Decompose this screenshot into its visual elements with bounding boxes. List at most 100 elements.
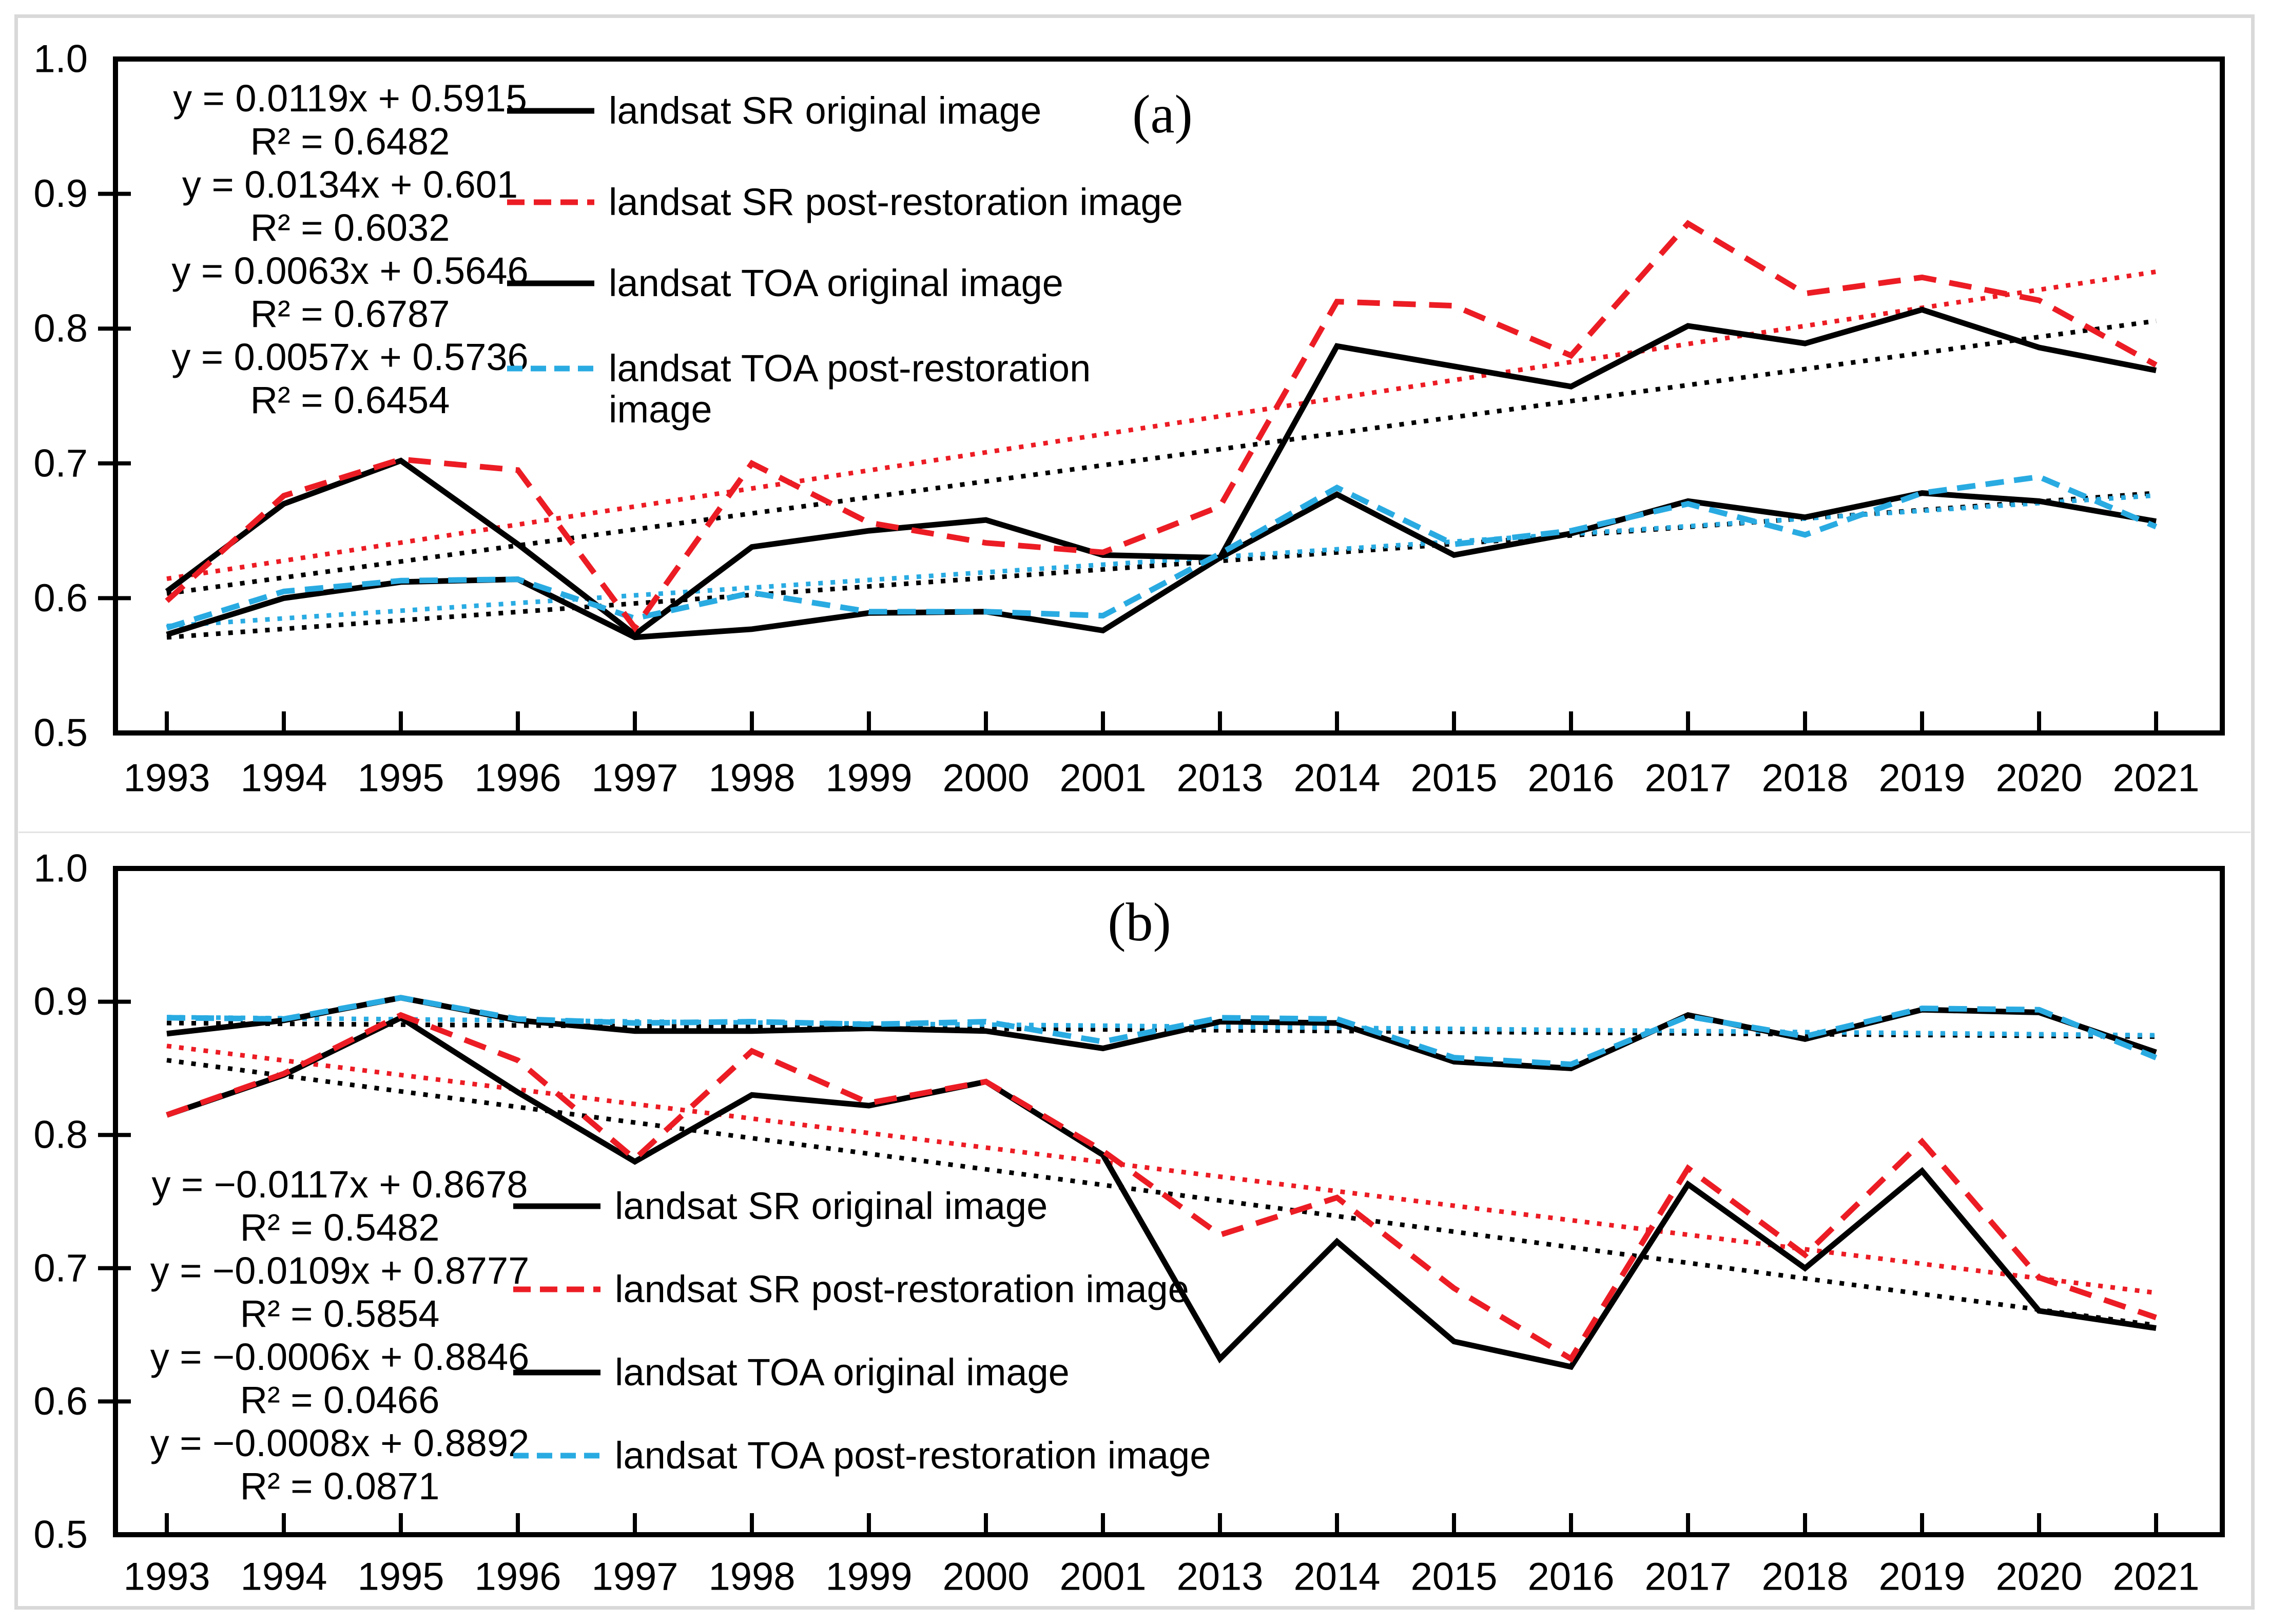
legend-line-sample [513,1286,600,1292]
y-axis-tick-label: 0.7 [33,1246,88,1290]
x-axis-tick-label: 1997 [591,1555,678,1599]
x-axis-tick-label: 2001 [1059,757,1146,800]
y-axis-tick-label: 1.0 [33,37,88,81]
legend-line-sample [513,1369,600,1376]
x-axis-tick-label: 2020 [1995,757,2082,800]
regression-equation: y = 0.0057x + 0.5736 [171,336,529,378]
x-axis-tick-label: 2015 [1410,757,1497,800]
x-axis-tick-label: 2015 [1410,1555,1497,1599]
legend-line-sample [507,365,594,372]
x-axis-tick-label: 1998 [708,757,795,800]
y-axis-tick-label: 0.5 [33,1513,88,1557]
y-axis-tick-label: 0.9 [33,980,88,1023]
x-axis-tick-label: 2021 [2112,1555,2199,1599]
legend-line-sample [513,1453,600,1459]
legend-item-label: landsat SR post-restoration image [609,181,1183,223]
x-axis-tick-label: 1994 [240,757,327,800]
legend-item-label: landsat TOA post-restoration image [615,1434,1211,1477]
series-line-landsat-TOA-original-image [166,490,2157,641]
regression-equation: y = 0.0063x + 0.5646 [171,249,529,292]
x-axis-tick-label: 1999 [825,757,912,800]
legend-item-landsat-SR-post-restoration-image: landsat SR post-restoration image [507,182,1183,223]
x-axis-tick-label: 2016 [1527,757,1614,800]
regression-r2: R² = 0.5854 [240,1292,440,1335]
regression-r2: R² = 0.6454 [250,379,450,421]
x-axis-tick-label: 1993 [123,1555,210,1599]
regression-equation: y = −0.0008x + 0.8892 [150,1422,530,1464]
regression-r2: R² = 0.0466 [240,1379,440,1421]
x-axis-tick-label: 2021 [2112,757,2199,800]
x-axis-tick-label: 2019 [1878,1555,1965,1599]
legend-item-landsat-TOA-post-restoration-image: landsat TOA post-restoration image [513,1435,1211,1476]
x-axis-tick-label: 2017 [1644,1555,1731,1599]
legend-item-landsat-TOA-original-image: landsat TOA original image [513,1352,1070,1393]
series-line-landsat-TOA-post-restoration-image [166,474,2158,631]
x-axis-tick-label: 2019 [1878,757,1965,800]
y-axis-tick-label: 0.5 [33,711,88,755]
y-axis-tick-label: 0.7 [33,441,88,485]
plot-box-b [113,866,2225,1537]
regression-equation: y = −0.0109x + 0.8777 [150,1249,530,1292]
equations-panel-a: y = 0.0119x + 0.5915 R² = 0.6482 y = 0.013… [150,77,550,422]
series-line-landsat-SR-original-image [166,1014,2157,1370]
regression-r2: R² = 0.6787 [250,293,450,335]
regression-equation: y = −0.0006x + 0.8846 [150,1336,530,1378]
series-line-landsat-SR-original-image [165,306,2157,639]
x-axis-tick-label: 2016 [1527,1555,1614,1599]
regression-r2: R² = 0.6032 [250,206,450,249]
legend-item-landsat-TOA-original-image: landsat TOA original image [507,263,1063,304]
legend-item-label: landsat TOA original image [615,1351,1070,1394]
panel-b-trendline-0 [166,1058,2157,1328]
legend-item-label: landsat TOA original image [609,262,1063,304]
legend-line-sample [513,1203,600,1209]
panel-a-label: (a) [1132,84,1193,144]
plot-box-a [113,56,2225,736]
legend-item-label: landsat TOA post-restoration image [609,347,1091,431]
x-axis-tick-label: 1998 [708,1555,795,1599]
x-axis-tick-label: 2020 [1995,1555,2082,1599]
legend-item-landsat-SR-post-restoration-image: landsat SR post-restoration image [513,1269,1189,1310]
panel-b-label: (b) [1108,892,1171,952]
x-axis-tick-label: 1994 [240,1555,327,1599]
legend-item-label: landsat SR original image [609,89,1042,132]
x-axis-tick-label: 2018 [1761,1555,1848,1599]
x-axis-tick-label: 2014 [1293,757,1380,800]
x-axis-tick-label: 2017 [1644,757,1731,800]
panel-b-trendline-1 [166,1043,2157,1296]
y-axis-tick-label: 0.8 [33,1113,88,1157]
regression-r2: R² = 0.6482 [250,120,450,163]
legend-item-landsat-SR-original-image: landsat SR original image [513,1186,1048,1227]
x-axis-tick-label: 2014 [1293,1555,1380,1599]
y-axis-tick-label: 0.6 [33,576,88,620]
equations-panel-b: y = −0.0117x + 0.8678 R² = 0.5482 y = −0.0… [140,1163,540,1508]
x-axis-tick-label: 1995 [357,757,444,800]
x-axis-tick-label: 2013 [1176,757,1263,800]
x-axis-tick-label: 1993 [123,757,210,800]
legend-line-sample [507,280,594,286]
x-axis-tick-label: 1995 [357,1555,444,1599]
legend-line-sample [507,108,594,114]
panel-divider [18,832,2251,833]
legend-item-label: landsat SR post-restoration image [615,1268,1189,1310]
x-axis-tick-label: 1996 [474,757,561,800]
legend-item-landsat-SR-original-image: landsat SR original image [507,90,1041,131]
x-axis-tick-label: 2001 [1059,1555,1146,1599]
x-axis-tick-label: 1996 [474,1555,561,1599]
regression-equation: y = 0.0119x + 0.5915 [173,77,527,120]
y-axis-tick-label: 0.6 [33,1380,88,1423]
series-line-landsat-SR-post-restoration-image [165,220,2158,633]
y-axis-tick-label: 1.0 [33,847,88,891]
legend-item-landsat-TOA-post-restoration-image: landsat TOA post-restoration image [507,348,1091,430]
series-line-landsat-TOA-post-restoration-image [166,995,2158,1068]
regression-equation: y = −0.0117x + 0.8678 [151,1163,528,1206]
y-axis-tick-label: 0.8 [33,307,88,351]
regression-r2: R² = 0.0871 [240,1465,440,1507]
regression-equation: y = 0.0134x + 0.601 [182,163,518,206]
series-line-landsat-SR-post-restoration-image [166,1012,2157,1363]
x-axis-tick-label: 1999 [825,1555,912,1599]
x-axis-tick-label: 2000 [942,1555,1029,1599]
